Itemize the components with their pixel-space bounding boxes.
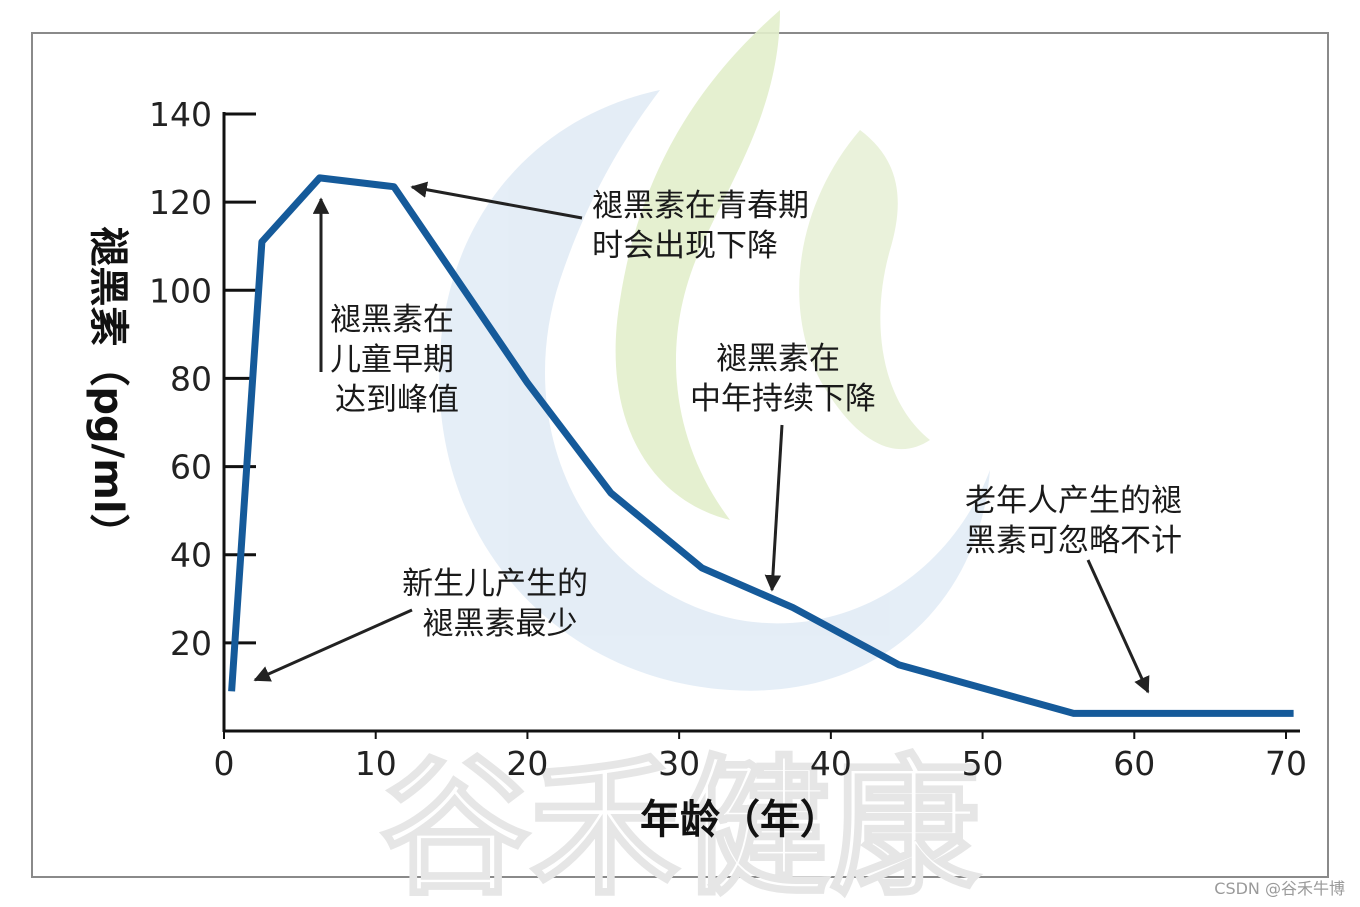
x-ticks: 0 10 20 30 40 50 60 70 <box>214 731 1307 783</box>
annotation-line: 褪黑素在 <box>330 302 454 338</box>
watermark-text: 谷禾健康 <box>378 741 981 907</box>
y-axis-label: 褪黑素（pg/ml） <box>85 226 131 553</box>
annotation-line: 老年人产生的褪 <box>965 483 1182 519</box>
annotation-adolescence: 褪黑素在青春期 时会出现下降 <box>592 188 819 264</box>
y-ticks: 20 40 60 80 100 120 140 <box>149 95 256 663</box>
x-tick-label: 20 <box>506 744 548 783</box>
source-credit: CSDN @谷禾牛博 <box>1214 879 1345 898</box>
x-tick-label: 70 <box>1265 744 1307 783</box>
y-tick-label: 140 <box>149 95 212 134</box>
annotation-line: 中年持续下降 <box>690 381 876 417</box>
y-tick-label: 40 <box>170 536 212 575</box>
x-tick-label: 0 <box>214 744 235 783</box>
axes <box>222 112 1300 733</box>
x-tick-label: 50 <box>962 744 1004 783</box>
annotation-line: 黑素可忽略不计 <box>965 523 1182 559</box>
annotation-line: 达到峰值 <box>335 382 459 418</box>
annotations: 新生儿产生的 褪黑素最少 褪黑素在 儿童早期 达到峰值 褪黑素在青春期 时会出现… <box>253 181 1192 694</box>
chart-frame <box>31 32 1329 878</box>
annotation-middle-age: 褪黑素在 中年持续下降 <box>690 341 876 417</box>
annotation-line: 褪黑素最少 <box>423 606 578 642</box>
annotation-elderly: 老年人产生的褪 黑素可忽略不计 <box>965 483 1192 559</box>
y-tick-label: 120 <box>149 183 212 222</box>
annotation-line: 褪黑素在青春期 <box>592 188 809 224</box>
annotation-line: 儿童早期 <box>330 342 454 378</box>
arrow-adolescence <box>410 181 583 220</box>
y-tick-label: 80 <box>170 359 212 398</box>
arrow-newborn <box>253 608 413 682</box>
arrow-middle-age <box>764 424 784 592</box>
annotation-newborn: 新生儿产生的 褪黑素最少 <box>402 566 598 642</box>
annotation-line: 新生儿产生的 <box>402 566 588 602</box>
x-tick-label: 30 <box>658 744 700 783</box>
x-tick-label: 10 <box>355 744 397 783</box>
x-tick-label: 60 <box>1113 744 1155 783</box>
svg-text:谷禾健康: 谷禾健康 <box>380 742 980 907</box>
annotation-line: 时会出现下降 <box>592 228 778 264</box>
y-tick-label: 100 <box>149 271 212 310</box>
arrow-elderly <box>1086 559 1150 694</box>
y-tick-label: 20 <box>170 624 212 663</box>
annotation-line: 褪黑素在 <box>716 341 840 377</box>
series-group <box>228 174 1294 717</box>
logo-watermark <box>439 10 990 691</box>
y-tick-label: 60 <box>170 448 212 487</box>
x-tick-label: 40 <box>810 744 852 783</box>
annotation-childhood-peak: 褪黑素在 儿童早期 达到峰值 <box>330 302 464 418</box>
x-axis-label: 年龄（年） <box>640 797 840 843</box>
